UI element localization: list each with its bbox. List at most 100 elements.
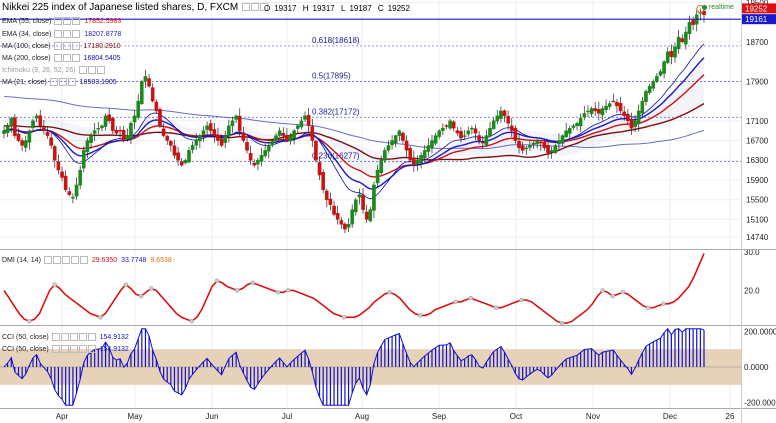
candle [136,94,140,120]
ma100-line[interactable] [4,102,705,161]
legend-ma200-eye-icon[interactable] [53,54,62,62]
candle-body [470,127,474,130]
legend-ema34-gear-icon[interactable] [63,30,72,38]
dmi-pivot-dot [138,293,144,299]
candle-body [626,113,630,122]
candle-body [673,46,677,58]
legend-ema34-label: EMA (34, close) [2,30,52,38]
legend-ema34[interactable]: EMA (34, close) 18207.8778 [2,30,121,38]
legend-ichimoku-eye-icon[interactable] [78,66,87,74]
candle-body [42,127,46,131]
legend-cci-1[interactable]: CCI (50, close) 154.9132 [2,333,129,341]
candle [651,79,656,92]
legend-dmi-close-icon[interactable] [61,256,70,264]
candle-body [165,135,170,141]
price-tag-text: 19161 [745,15,768,24]
candle-body [665,51,670,63]
ma200-line[interactable] [3,95,705,150]
candle [354,197,358,216]
legend-ma200[interactable]: MA (200, close) 16804.5405 [2,54,121,62]
legend-ma200-close-icon[interactable] [71,54,80,62]
legend-cci-1-extra-icon[interactable] [87,333,96,341]
legend-cci-2-close-icon[interactable] [69,345,78,353]
dmi-pivot-dot [453,299,458,305]
candle-body [412,158,416,166]
legend-ichimoku[interactable]: Ichimoku (9, 26, 52, 26) [2,66,105,74]
time-x-axis: Apr May Jun Jul Aug Sep Oct Nov Dec 26 [56,412,735,421]
legend-ema55[interactable]: EMA (55, close) 17852.5983 [2,17,121,25]
legend-ma21-gear-icon[interactable] [58,78,67,86]
y-tick-label: 17900 [746,77,769,86]
candle-body [473,128,478,134]
legend-ema55-close-icon[interactable] [72,17,81,25]
legend-cci-2-gear-icon[interactable] [60,345,69,353]
dmi-line[interactable] [3,253,705,324]
fibonacci-levels: 0.618(18618) 0.5(17895) 0.382(17172) 0.236(… [0,36,741,162]
legend-ma21[interactable]: MA (21, close) 18503.1905 [2,78,117,86]
candle [169,139,173,152]
candle-body [582,113,587,118]
candle-body [509,125,514,131]
legend-ma21-eye-icon[interactable] [49,78,58,86]
legend-ma100-gear-icon[interactable] [62,42,71,50]
cci-line[interactable] [3,327,705,406]
chart-title[interactable]: Nikkei 225 index of Japanese listed shar… [2,2,269,13]
legend-dmi[interactable]: DMI (14, 14) 29.6350 33.7748 9.6538 [2,256,172,264]
legend-cci-2[interactable]: CCI (50, close) 154.9132 [2,345,129,353]
candle-body [451,121,456,129]
price-tag-box [741,3,776,14]
legend-ema55-eye-icon[interactable] [54,17,63,25]
candle [245,137,249,154]
settings-icon[interactable] [251,3,260,12]
dmi-pivot-dot [610,293,615,299]
realtime-indicator[interactable]: realtime [702,4,734,11]
legend-ma100-close-icon[interactable] [71,42,80,50]
legend-dmi-gear-icon[interactable] [52,256,61,264]
candle [71,193,75,204]
ema34-line[interactable] [3,57,705,190]
legend-ema34-eye-icon[interactable] [54,30,63,38]
legend-dmi-eye-icon[interactable] [43,256,52,264]
legend-dmi-label: DMI (14, 14) [2,256,41,264]
candle-body [270,140,275,146]
legend-cci-2-extra-icon[interactable] [87,345,96,353]
legend-ema55-gear-icon[interactable] [63,17,72,25]
candle-body [78,169,82,186]
candle [281,127,286,140]
candle-body [310,126,315,141]
close-icon[interactable] [260,3,269,12]
legend-dmi-extra-icon[interactable] [79,256,88,264]
legend-cci-2-eye-icon[interactable] [51,345,60,353]
legend-ichimoku-close-icon[interactable] [96,66,105,74]
candle [477,131,481,145]
x-tick-label: Apr [56,412,69,421]
legend-ma200-gear-icon[interactable] [62,54,71,62]
chart-title-text: Nikkei 225 index of Japanese listed shar… [2,2,239,13]
legend-ema34-close-icon[interactable] [72,30,81,38]
legend-cci-2-more-icon[interactable] [78,345,87,353]
ma21-line[interactable] [3,43,705,200]
candle [176,146,180,166]
dmi-pivot-dot [214,278,220,284]
candle [495,109,500,125]
legend-cci-1-eye-icon[interactable] [51,333,60,341]
candle-body [586,110,590,113]
candle [401,131,405,144]
legend-ichimoku-gear-icon[interactable] [87,66,96,74]
candle-body [531,142,536,145]
legend-cci-1-gear-icon[interactable] [60,333,69,341]
legend-ma21-close-icon[interactable] [67,78,76,86]
legend-cci-1-more-icon[interactable] [78,333,87,341]
visibility-icon[interactable] [242,3,251,12]
candle [372,181,376,219]
candle-body [219,138,224,146]
low-label: L [340,4,346,13]
candle [205,121,209,138]
legend-ma100[interactable]: MA (100, close) 17180.2910 [2,42,121,50]
legend-ma100-eye-icon[interactable] [53,42,62,50]
candle-body [560,135,565,144]
legend-dmi-more-icon[interactable] [70,256,79,264]
legend-cci-1-close-icon[interactable] [69,333,78,341]
